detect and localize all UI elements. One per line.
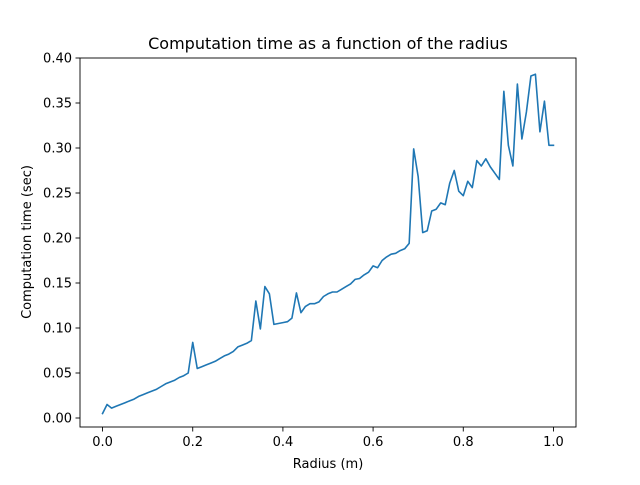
y-tick-label: 0.00 xyxy=(43,412,72,427)
axes-frame xyxy=(79,57,577,428)
y-tick-label: 0.30 xyxy=(43,142,72,157)
x-axis-ticks: 0.0 0.2 0.4 0.6 0.8 1.0 xyxy=(92,427,564,450)
y-tick-label: 0.15 xyxy=(43,277,72,292)
x-tick-label: 0.8 xyxy=(453,435,474,450)
chart-title: Computation time as a function of the ra… xyxy=(148,34,508,53)
x-tick-label: 0.4 xyxy=(273,435,294,450)
y-tick-label: 0.40 xyxy=(43,52,72,67)
y-tick-label: 0.25 xyxy=(43,187,72,202)
x-tick-label: 0.2 xyxy=(182,435,203,450)
x-axis-label: Radius (m) xyxy=(293,457,364,472)
plot-area xyxy=(79,57,577,428)
x-tick-label: 0.6 xyxy=(363,435,384,450)
y-axis-label: Computation time (sec) xyxy=(20,165,35,319)
y-axis-ticks: 0.00 0.05 0.10 0.15 0.20 0.25 0.30 0.35 0.40 xyxy=(43,52,80,427)
series-line-0 xyxy=(101,73,555,415)
y-tick-label: 0.20 xyxy=(43,232,72,247)
y-tick-label: 0.05 xyxy=(43,367,72,382)
y-tick-label: 0.10 xyxy=(43,322,72,337)
y-tick-label: 0.35 xyxy=(43,97,72,112)
x-tick-label: 0.0 xyxy=(92,435,113,450)
x-tick-label: 1.0 xyxy=(543,435,564,450)
